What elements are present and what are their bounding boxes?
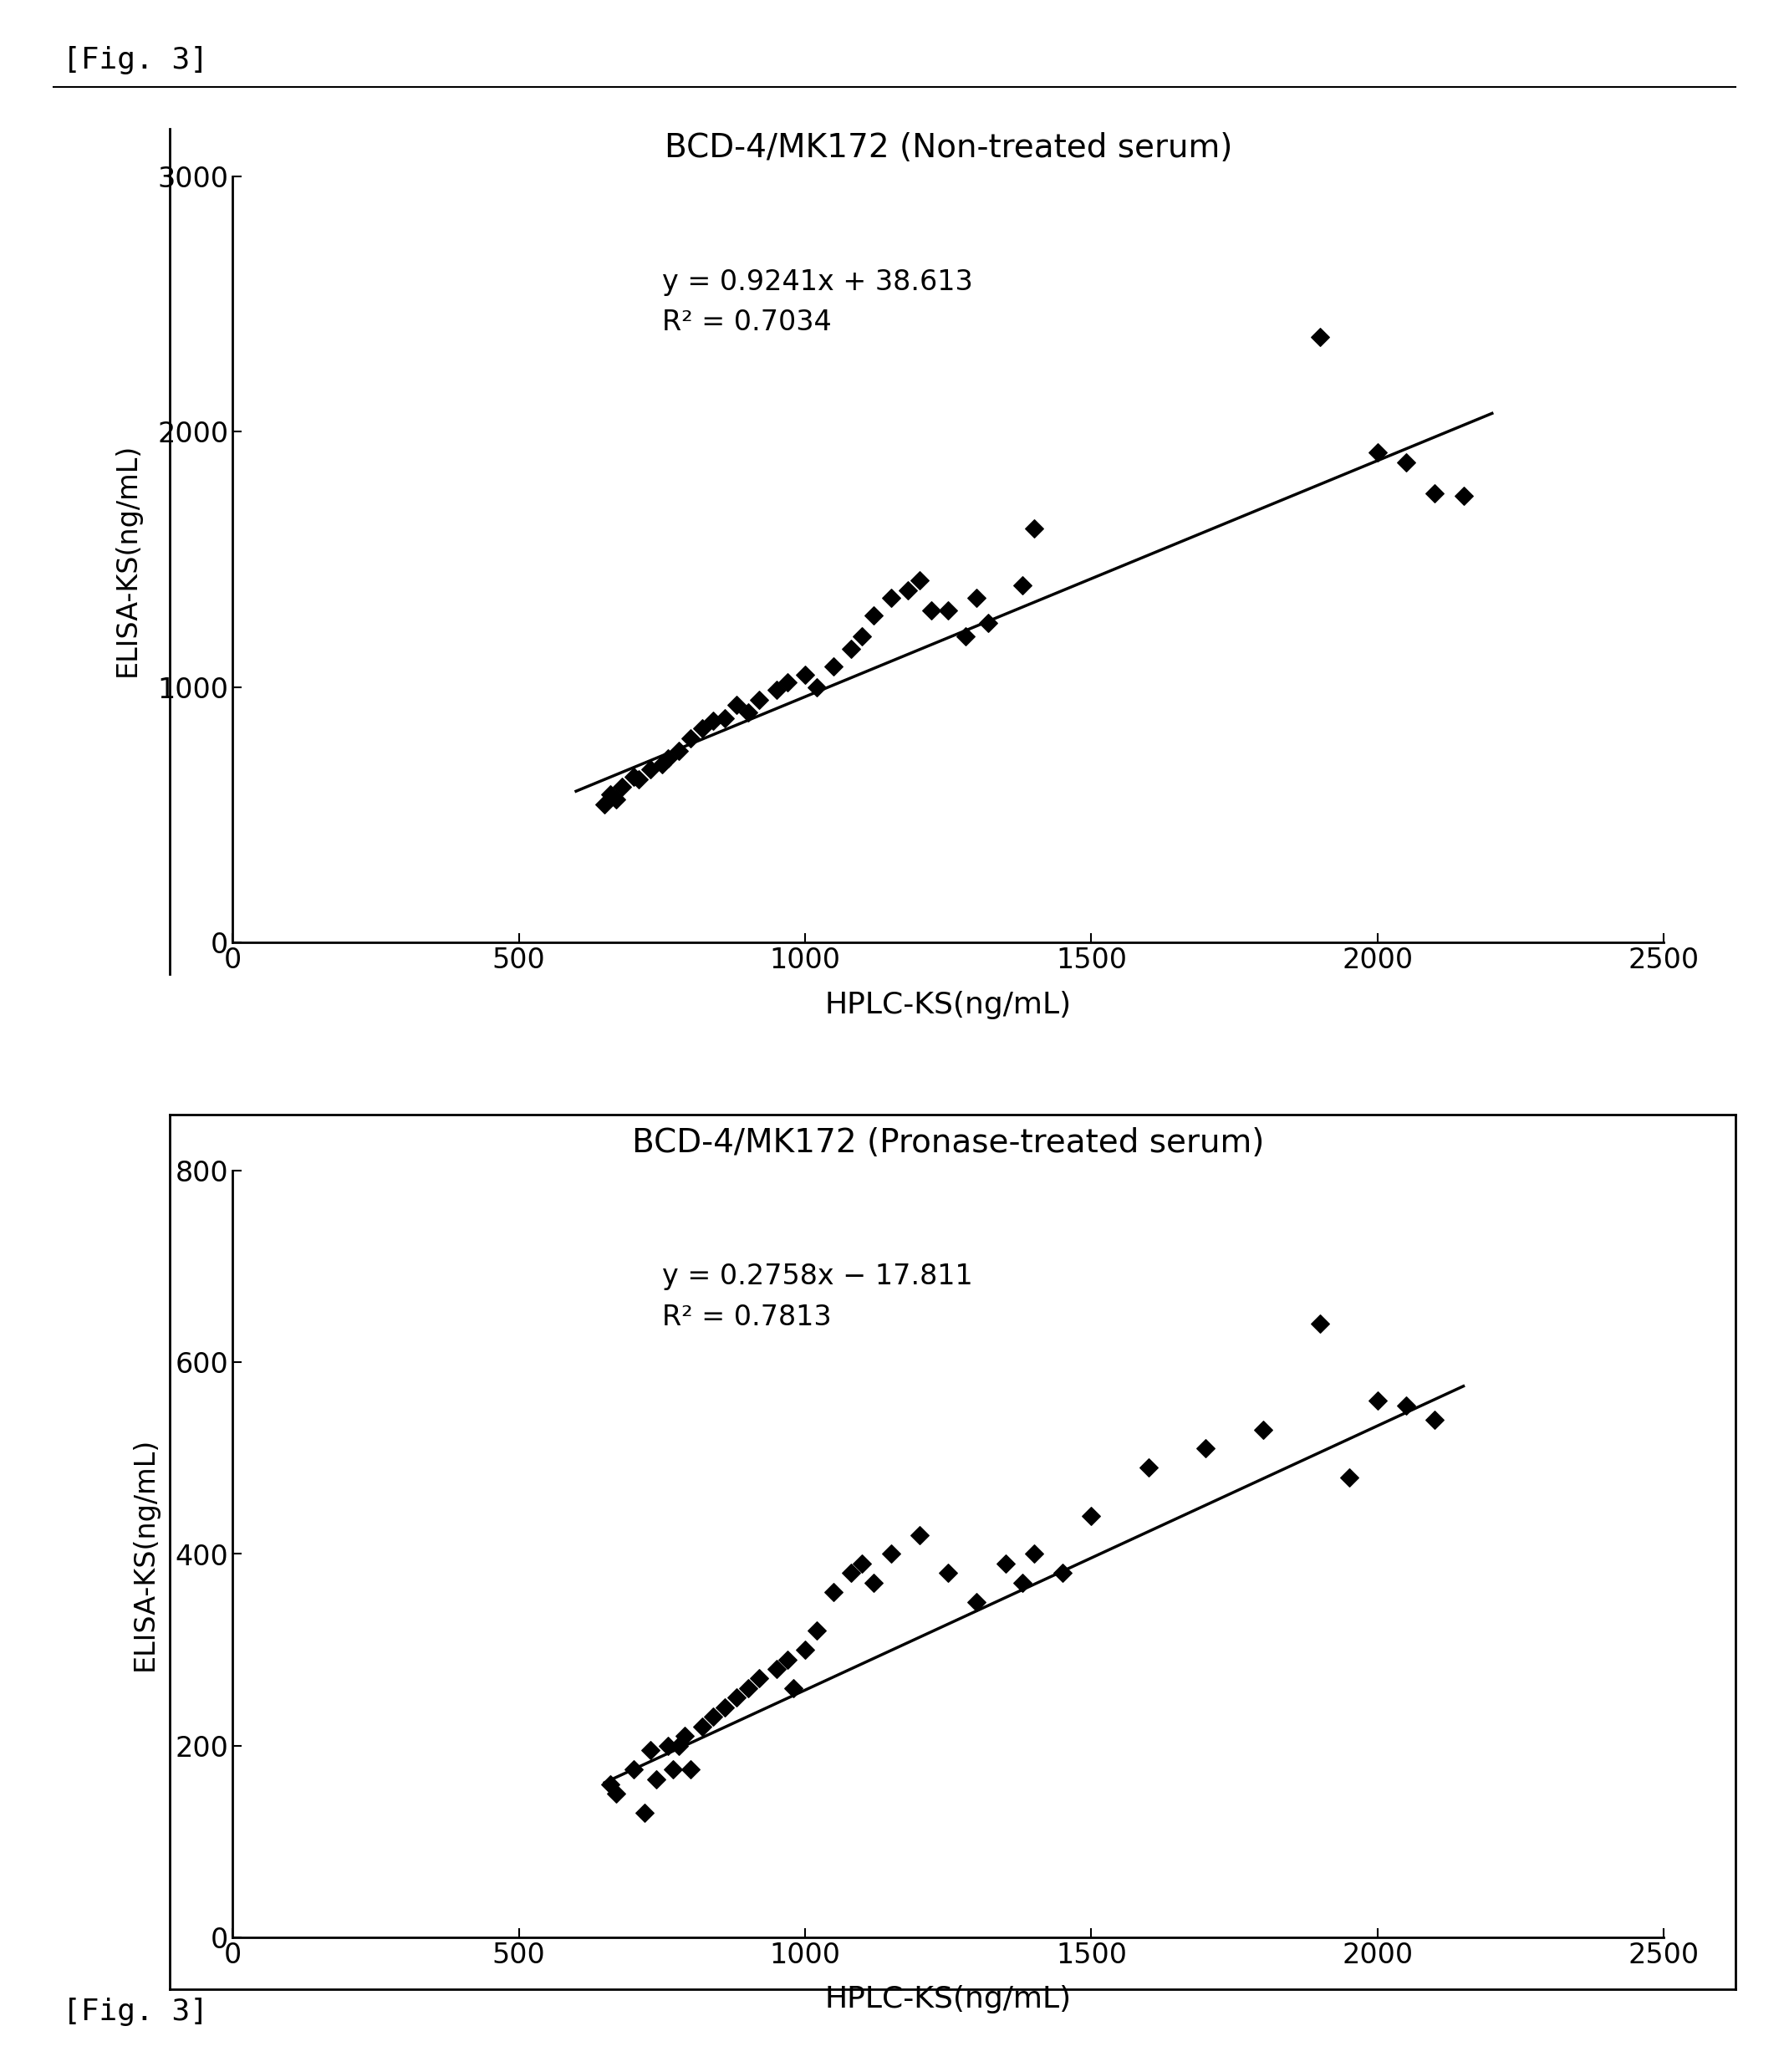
- Point: [1449, 479, 1478, 512]
- Point: [1420, 1403, 1449, 1436]
- Point: [648, 748, 676, 781]
- Point: [619, 760, 648, 794]
- Point: [666, 1728, 694, 1761]
- Point: [819, 651, 848, 684]
- Point: [780, 1672, 809, 1705]
- Point: [905, 564, 934, 597]
- Point: [1306, 1307, 1335, 1341]
- Point: [1392, 445, 1420, 479]
- Point: [801, 671, 830, 704]
- Point: [991, 1548, 1020, 1581]
- Point: [837, 632, 866, 665]
- Text: [Fig. 3]: [Fig. 3]: [63, 1997, 208, 2026]
- Point: [1048, 1556, 1077, 1589]
- Point: [687, 711, 716, 744]
- Point: [590, 787, 619, 821]
- Point: [710, 1691, 739, 1724]
- Point: [973, 607, 1002, 640]
- Point: [962, 582, 991, 615]
- X-axis label: HPLC-KS(ng/mL): HPLC-KS(ng/mL): [825, 990, 1072, 1019]
- Point: [962, 1585, 991, 1618]
- Text: y = 0.9241x + 38.613
R² = 0.7034: y = 0.9241x + 38.613 R² = 0.7034: [662, 267, 973, 336]
- Point: [619, 1753, 648, 1786]
- Point: [877, 582, 905, 615]
- Point: [837, 1556, 866, 1589]
- X-axis label: HPLC-KS(ng/mL): HPLC-KS(ng/mL): [825, 1985, 1072, 2014]
- Point: [744, 684, 773, 717]
- Point: [687, 1709, 716, 1743]
- Y-axis label: ELISA-KS(ng/mL): ELISA-KS(ng/mL): [131, 1438, 159, 1670]
- Point: [658, 1753, 687, 1786]
- Point: [1335, 1461, 1363, 1494]
- Point: [819, 1575, 848, 1608]
- Point: [1306, 321, 1335, 354]
- Point: [676, 721, 705, 754]
- Point: [1009, 1566, 1038, 1600]
- Point: [653, 742, 682, 775]
- Point: [723, 688, 751, 721]
- Point: [762, 673, 791, 707]
- Point: [744, 1662, 773, 1695]
- Point: [653, 1728, 682, 1761]
- Title: BCD-4/MK172 (Pronase-treated serum): BCD-4/MK172 (Pronase-treated serum): [632, 1127, 1265, 1158]
- Point: [934, 1556, 962, 1589]
- Point: [1420, 477, 1449, 510]
- Point: [666, 736, 694, 769]
- Point: [859, 1566, 887, 1600]
- Point: [642, 1763, 671, 1796]
- Text: y = 0.2758x − 17.811
R² = 0.7813: y = 0.2758x − 17.811 R² = 0.7813: [662, 1262, 973, 1330]
- Point: [723, 1680, 751, 1714]
- Point: [630, 1796, 658, 1830]
- Point: [1249, 1413, 1277, 1446]
- Point: [934, 595, 962, 628]
- Point: [624, 762, 653, 796]
- Point: [905, 1519, 934, 1552]
- Point: [1020, 512, 1048, 545]
- Point: [1134, 1450, 1163, 1484]
- Point: [733, 1672, 762, 1705]
- Point: [601, 783, 630, 816]
- Point: [1077, 1500, 1106, 1533]
- Point: [608, 771, 637, 804]
- Point: [1363, 1384, 1392, 1417]
- Point: [877, 1537, 905, 1571]
- Point: [859, 599, 887, 632]
- Point: [791, 1633, 819, 1666]
- Point: [848, 1548, 877, 1581]
- Title: BCD-4/MK172 (Non-treated serum): BCD-4/MK172 (Non-treated serum): [664, 133, 1233, 164]
- Point: [848, 620, 877, 653]
- Point: [596, 1767, 624, 1801]
- Text: [Fig. 3]: [Fig. 3]: [63, 46, 208, 75]
- Point: [791, 659, 819, 692]
- Point: [637, 752, 666, 785]
- Point: [699, 1701, 728, 1734]
- Point: [596, 777, 624, 810]
- Point: [1020, 1537, 1048, 1571]
- Y-axis label: ELISA-KS(ng/mL): ELISA-KS(ng/mL): [113, 443, 141, 675]
- Point: [916, 595, 945, 628]
- Point: [1191, 1432, 1220, 1465]
- Point: [637, 1734, 666, 1767]
- Point: [1009, 568, 1038, 601]
- Point: [1392, 1388, 1420, 1421]
- Point: [894, 574, 923, 607]
- Point: [699, 704, 728, 738]
- Point: [676, 1753, 705, 1786]
- Point: [671, 1720, 699, 1753]
- Point: [952, 620, 980, 653]
- Point: [773, 1643, 801, 1676]
- Point: [733, 696, 762, 729]
- Point: [773, 665, 801, 698]
- Point: [762, 1653, 791, 1687]
- Point: [801, 1614, 830, 1647]
- Point: [1363, 435, 1392, 468]
- Point: [710, 700, 739, 733]
- Point: [601, 1778, 630, 1811]
